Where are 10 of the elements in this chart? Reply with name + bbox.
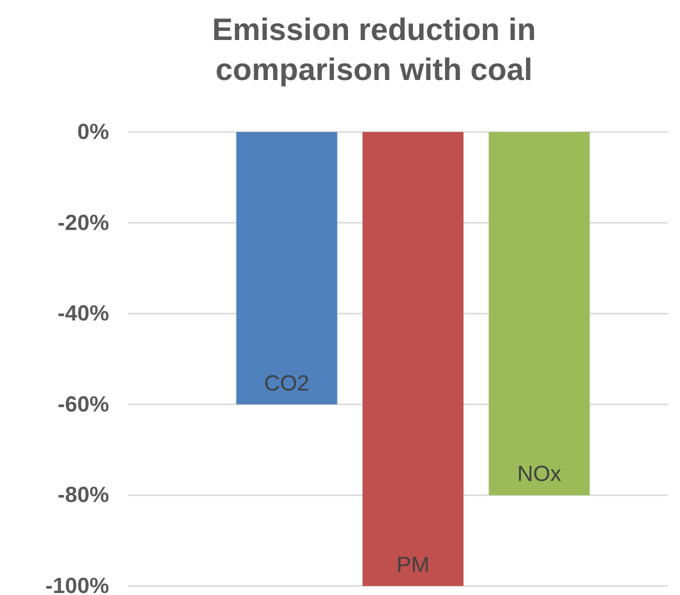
series-label: NOx bbox=[517, 461, 562, 486]
series-label: CO2 bbox=[264, 370, 310, 396]
y-tick-label: 0% bbox=[77, 119, 109, 144]
y-tick-label: -60% bbox=[58, 391, 109, 416]
chart-title: Emission reduction in comparison with coal bbox=[212, 12, 536, 87]
y-tick-label: -40% bbox=[58, 300, 109, 326]
y-tick-label: -100% bbox=[45, 573, 109, 595]
y-tick-label: -20% bbox=[58, 210, 109, 235]
y-tick-label: -80% bbox=[58, 482, 109, 508]
series-label: PM bbox=[396, 552, 430, 577]
